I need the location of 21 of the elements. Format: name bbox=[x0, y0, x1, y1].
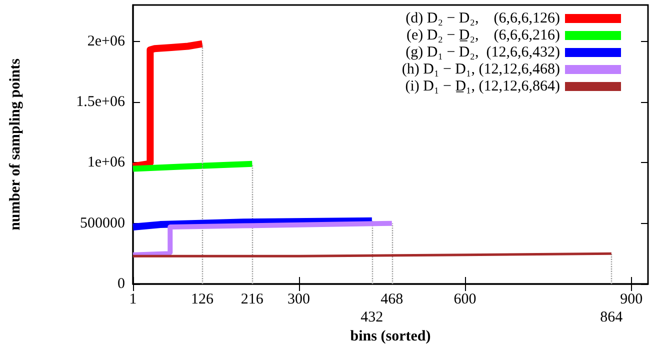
x-tick-label: 1 bbox=[129, 292, 137, 308]
ref-line-label: 432 bbox=[360, 310, 384, 326]
legend-label: (d) D₂ − D₂, (6,6,6,126) bbox=[406, 10, 560, 26]
x-tick-label: 600 bbox=[454, 292, 476, 308]
y-tick-label: 500000 bbox=[80, 215, 125, 232]
y-tick-label: 1.5e+06 bbox=[76, 94, 126, 110]
y-tick-label: 1e+06 bbox=[87, 154, 126, 171]
ref-line-label: 126 bbox=[191, 292, 214, 308]
x-axis-title: bins (sorted) bbox=[350, 328, 431, 344]
ref-line-label: 216 bbox=[240, 292, 264, 308]
legend-label: (i) D₁ − D̲₁, (12,12,6,864) bbox=[405, 78, 560, 94]
legend-label: (e) D₂ − D̲₂, (6,6,6,216) bbox=[406, 28, 560, 44]
y-axis-title: number of sampling points bbox=[8, 58, 24, 230]
legend-label: (g) D₁ − D₂, (12,6,6,432) bbox=[406, 44, 560, 60]
y-tick-label: 2e+06 bbox=[87, 33, 126, 50]
x-tick-label: 300 bbox=[288, 292, 310, 308]
ref-line-label: 864 bbox=[600, 310, 624, 326]
y-tick-label: 0 bbox=[118, 276, 125, 292]
x-tick-label: 900 bbox=[620, 292, 643, 308]
ref-line-label: 468 bbox=[380, 292, 404, 308]
legend-label: (h) D₁ − D₁, (12,12,6,468) bbox=[402, 62, 560, 78]
